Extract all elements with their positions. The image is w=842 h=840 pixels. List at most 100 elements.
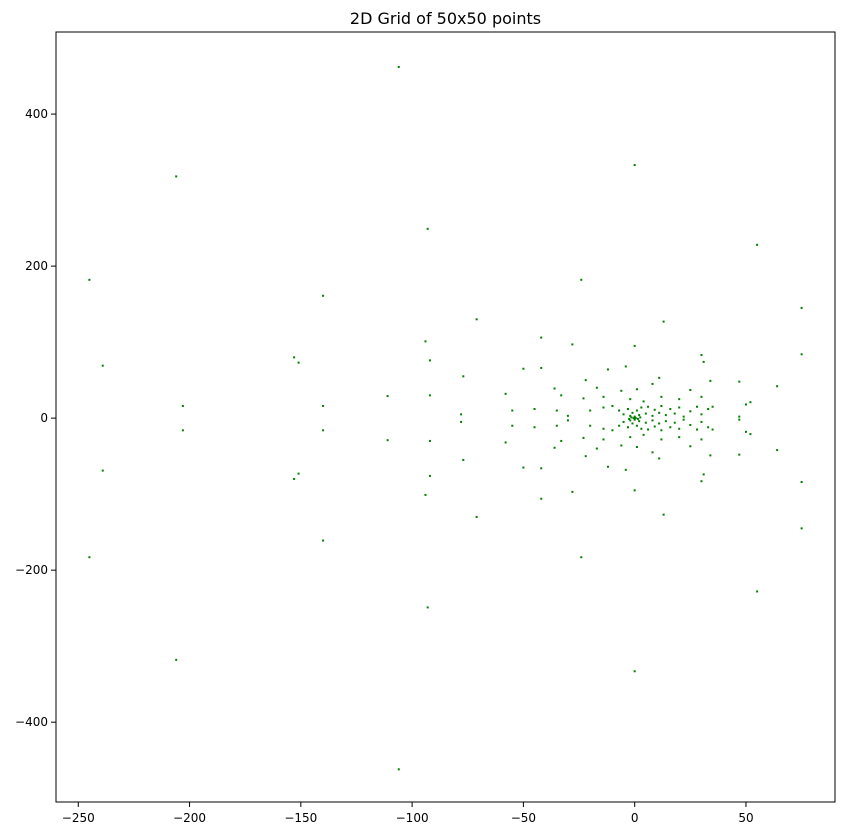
data-point xyxy=(669,408,672,411)
data-point xyxy=(700,354,703,357)
data-point xyxy=(424,340,427,343)
data-point xyxy=(638,420,641,423)
y-tick-label: 400 xyxy=(25,107,48,121)
data-point xyxy=(571,343,574,346)
data-point xyxy=(584,379,587,382)
x-tick-label: −100 xyxy=(396,811,429,825)
data-point xyxy=(553,387,556,390)
data-point xyxy=(101,364,104,367)
data-point xyxy=(580,278,583,281)
x-tick-label: −250 xyxy=(62,811,95,825)
data-point xyxy=(696,428,699,431)
data-point xyxy=(738,415,741,418)
data-point xyxy=(651,414,654,417)
data-point xyxy=(651,419,654,422)
data-point xyxy=(631,411,634,414)
data-point xyxy=(426,606,429,609)
data-point xyxy=(566,419,569,422)
data-point xyxy=(632,417,635,420)
data-point xyxy=(776,449,779,452)
data-point xyxy=(424,493,427,496)
data-point xyxy=(660,404,663,407)
y-tick-label: −400 xyxy=(15,715,48,729)
data-point xyxy=(606,368,609,371)
data-point xyxy=(595,447,598,450)
data-point xyxy=(638,414,641,417)
data-point xyxy=(627,426,630,429)
data-point xyxy=(700,413,703,416)
data-point xyxy=(611,404,614,407)
data-point xyxy=(533,408,536,411)
x-tick-label: 0 xyxy=(631,811,639,825)
data-point xyxy=(744,403,747,406)
data-point xyxy=(700,395,703,398)
data-point xyxy=(800,353,803,356)
data-point xyxy=(582,436,585,439)
data-point xyxy=(756,590,759,593)
data-point xyxy=(101,469,104,472)
data-point xyxy=(589,409,592,412)
data-point xyxy=(756,243,759,246)
data-point xyxy=(602,406,605,409)
data-point xyxy=(629,398,632,401)
data-point xyxy=(660,429,663,432)
data-point xyxy=(540,497,543,500)
data-point xyxy=(709,379,712,382)
points-layer xyxy=(88,65,803,771)
data-point xyxy=(386,395,389,398)
data-point xyxy=(428,439,431,442)
data-point xyxy=(475,515,478,518)
data-point xyxy=(555,409,558,412)
data-point xyxy=(689,410,692,413)
data-point xyxy=(533,426,536,429)
data-point xyxy=(637,417,640,420)
data-point xyxy=(475,318,478,321)
data-point xyxy=(618,424,621,427)
data-point xyxy=(664,420,667,423)
y-tick-label: 0 xyxy=(40,411,48,425)
data-point xyxy=(744,430,747,433)
data-point xyxy=(88,556,91,559)
data-point xyxy=(322,294,325,297)
data-point xyxy=(522,367,525,370)
data-point xyxy=(658,411,661,414)
data-point xyxy=(658,457,661,460)
data-point xyxy=(397,768,400,771)
data-point xyxy=(635,446,638,449)
data-point xyxy=(606,465,609,468)
data-point xyxy=(800,480,803,483)
data-point xyxy=(700,420,703,423)
data-point xyxy=(776,385,779,388)
data-point xyxy=(707,408,710,411)
data-point xyxy=(653,408,656,411)
data-point xyxy=(633,415,636,418)
data-point xyxy=(702,360,705,363)
data-point xyxy=(662,320,665,323)
data-point xyxy=(175,658,178,661)
data-point xyxy=(540,467,543,470)
data-point xyxy=(689,389,692,392)
data-point xyxy=(678,427,681,430)
data-point xyxy=(297,361,300,364)
data-point xyxy=(658,376,661,379)
data-point xyxy=(622,413,625,416)
data-point xyxy=(620,444,623,447)
data-point xyxy=(589,424,592,427)
data-point xyxy=(460,413,463,416)
data-point xyxy=(738,453,741,456)
data-point xyxy=(426,227,429,230)
data-point xyxy=(662,513,665,516)
plot-frame xyxy=(55,31,836,803)
x-tick-label: −200 xyxy=(173,811,206,825)
data-point xyxy=(644,412,647,415)
data-point xyxy=(651,382,654,385)
data-point xyxy=(628,417,631,420)
data-point xyxy=(571,490,574,493)
data-point xyxy=(322,404,325,407)
data-point xyxy=(658,422,661,425)
data-point xyxy=(624,365,627,368)
data-point xyxy=(709,454,712,457)
data-point xyxy=(702,473,705,476)
data-point xyxy=(800,527,803,530)
